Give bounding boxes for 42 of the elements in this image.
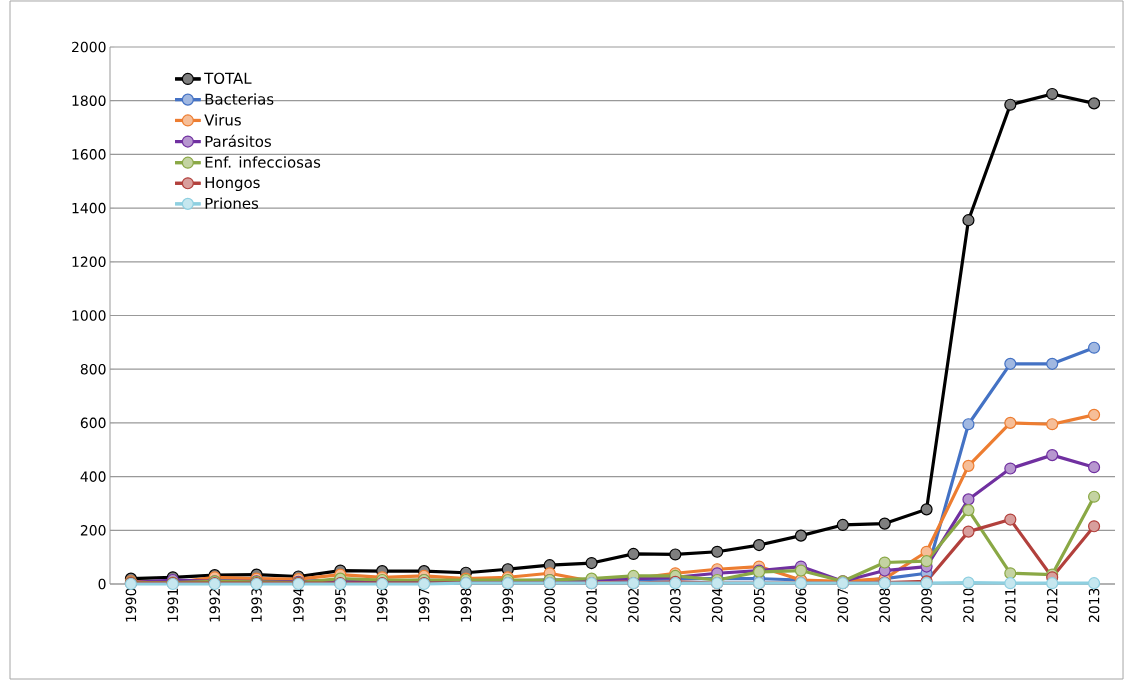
- x-tick-label: 2011: [1005, 588, 1016, 622]
- legend-label: TOTAL: [204, 72, 252, 84]
- y-tick-label: 2000: [72, 41, 106, 53]
- y-tick-label: 800: [80, 363, 106, 375]
- x-tick-label: 2006: [795, 588, 807, 622]
- y-tick-label: 400: [80, 471, 106, 482]
- legend-label: Virus: [204, 114, 241, 126]
- x-tick-label: 1998: [460, 588, 472, 622]
- legend-label: Bacterias: [205, 93, 274, 105]
- y-tick-label: 1000: [72, 310, 106, 321]
- x-tick-label: 2003: [670, 588, 681, 622]
- x-tick-label: 2005: [753, 588, 765, 622]
- x-tick-label: 1991: [167, 588, 179, 622]
- legend-label: Enf. infecciosas: [205, 156, 321, 168]
- x-tick-label: 1993: [251, 588, 262, 622]
- x-tick-label: 2004: [711, 588, 723, 622]
- x-tick-label: 2000: [544, 588, 555, 622]
- legend-label: Hongos: [205, 177, 260, 192]
- x-tick-label: 1999: [502, 588, 514, 622]
- y-tick-label: 1400: [72, 202, 106, 214]
- x-tick-label: 1994: [293, 588, 304, 622]
- x-tick-label: 2010: [963, 588, 974, 622]
- y-tick-label: 1600: [72, 149, 106, 160]
- x-tick-label: 2008: [879, 588, 890, 622]
- x-tick-label: 1997: [418, 588, 430, 622]
- x-tick-label: 2009: [921, 588, 932, 622]
- y-tick-label: 200: [80, 525, 106, 536]
- y-tick-label: 600: [80, 417, 106, 429]
- x-tick-label: 2012: [1046, 588, 1058, 622]
- x-tick-label: 2001: [586, 588, 597, 622]
- y-tick-label: 1200: [72, 256, 106, 268]
- x-tick-label: 2002: [628, 588, 639, 622]
- y-tick-label: 0: [98, 578, 106, 590]
- x-tick-label: 1996: [376, 588, 388, 622]
- x-tick-label: 2007: [837, 588, 849, 622]
- x-tick-label: 1995: [335, 588, 346, 622]
- y-tick-label: 1800: [72, 95, 106, 106]
- legend-label: Priones: [205, 197, 259, 210]
- x-tick-label: 1990: [125, 588, 137, 622]
- x-tick-label: 1992: [209, 588, 220, 622]
- x-tick-label: 2013: [1088, 588, 1100, 622]
- legend-label: Parásitos: [205, 134, 271, 148]
